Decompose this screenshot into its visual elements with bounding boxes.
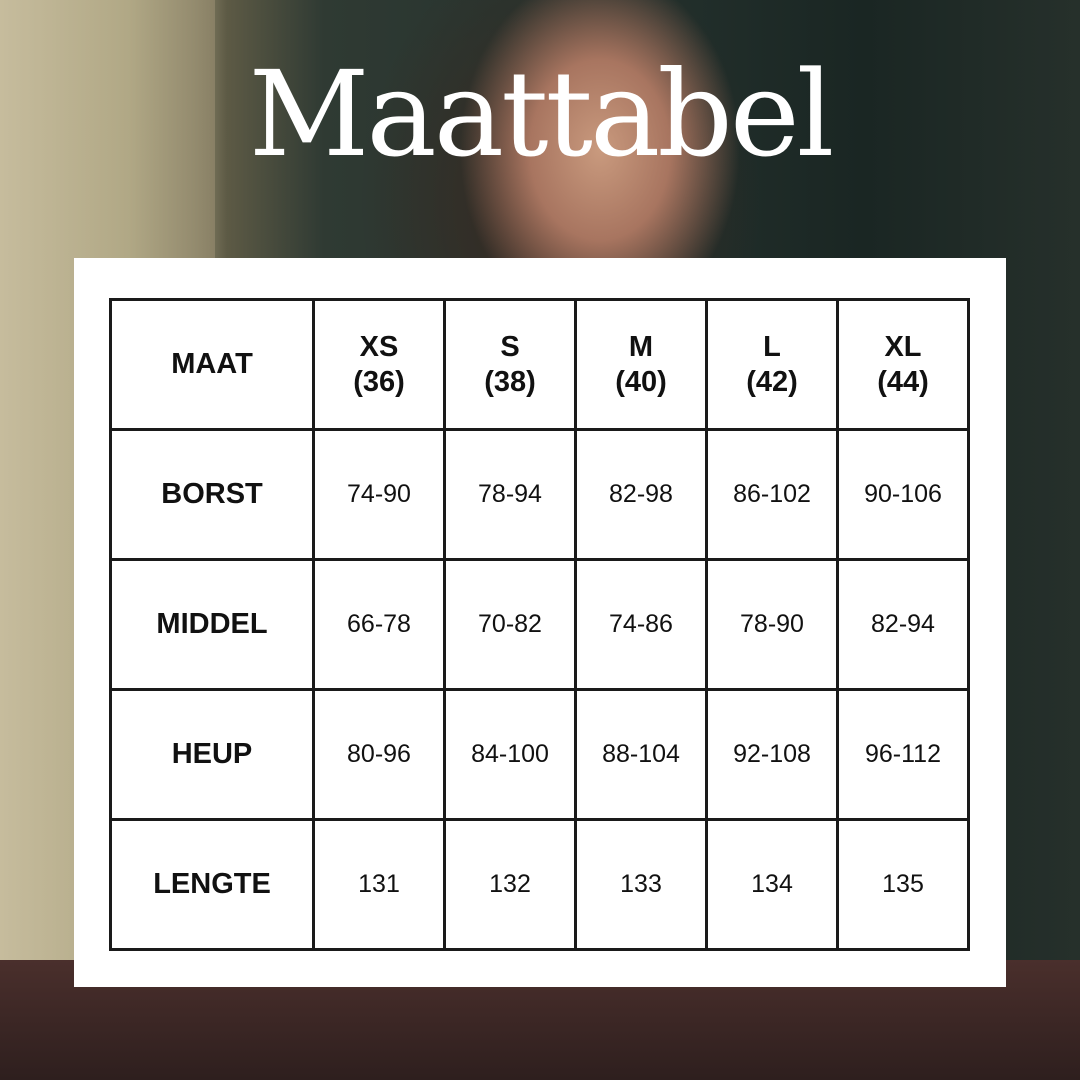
size-eu: (36) — [353, 365, 405, 398]
size-header-cell: L (42) — [705, 298, 839, 431]
table-header-row: MAAT XS (36) S (38) M (40) L (42) XL (44) — [109, 298, 970, 431]
size-header-cell: M (40) — [574, 298, 708, 431]
measurement-cell: 82-98 — [574, 428, 708, 561]
table-row: HEUP 80-96 84-100 88-104 92-108 96-112 — [109, 688, 970, 821]
measurement-cell: 132 — [443, 818, 577, 951]
table-row: LENGTE 131 132 133 134 135 — [109, 818, 970, 951]
measurement-cell: 92-108 — [705, 688, 839, 821]
row-label: MIDDEL — [109, 558, 315, 691]
size-label: S — [500, 330, 520, 363]
measurement-cell: 133 — [574, 818, 708, 951]
measurement-cell: 86-102 — [705, 428, 839, 561]
size-eu: (38) — [484, 365, 536, 398]
size-header-cell: XS (36) — [312, 298, 446, 431]
size-table: MAAT XS (36) S (38) M (40) L (42) XL (44) BORST 74… — [109, 298, 970, 951]
measurement-cell: 78-94 — [443, 428, 577, 561]
size-eu: (44) — [877, 365, 929, 398]
corner-cell: MAAT — [109, 298, 315, 431]
measurement-cell: 66-78 — [312, 558, 446, 691]
size-label: L — [763, 330, 781, 363]
size-eu: (40) — [615, 365, 667, 398]
size-chart-card: MAAT XS (36) S (38) M (40) L (42) XL (44) BORST 74… — [74, 258, 1006, 987]
measurement-cell: 131 — [312, 818, 446, 951]
measurement-cell: 74-90 — [312, 428, 446, 561]
measurement-cell: 90-106 — [836, 428, 970, 561]
size-header-cell: XL (44) — [836, 298, 970, 431]
size-eu: (42) — [746, 365, 798, 398]
size-label: M — [628, 330, 654, 363]
measurement-cell: 82-94 — [836, 558, 970, 691]
size-label: XS — [359, 330, 399, 363]
measurement-cell: 135 — [836, 818, 970, 951]
table-row: MIDDEL 66-78 70-82 74-86 78-90 82-94 — [109, 558, 970, 691]
measurement-cell: 70-82 — [443, 558, 577, 691]
measurement-cell: 134 — [705, 818, 839, 951]
measurement-cell: 88-104 — [574, 688, 708, 821]
measurement-cell: 74-86 — [574, 558, 708, 691]
row-label: BORST — [109, 428, 315, 561]
size-header-cell: S (38) — [443, 298, 577, 431]
measurement-cell: 96-112 — [836, 688, 970, 821]
row-label: HEUP — [109, 688, 315, 821]
row-label: LENGTE — [109, 818, 315, 951]
page-title: Maattabel — [248, 45, 835, 183]
measurement-cell: 80-96 — [312, 688, 446, 821]
measurement-cell: 84-100 — [443, 688, 577, 821]
size-label: XL — [884, 330, 922, 363]
table-row: BORST 74-90 78-94 82-98 86-102 90-106 — [109, 428, 970, 561]
measurement-cell: 78-90 — [705, 558, 839, 691]
